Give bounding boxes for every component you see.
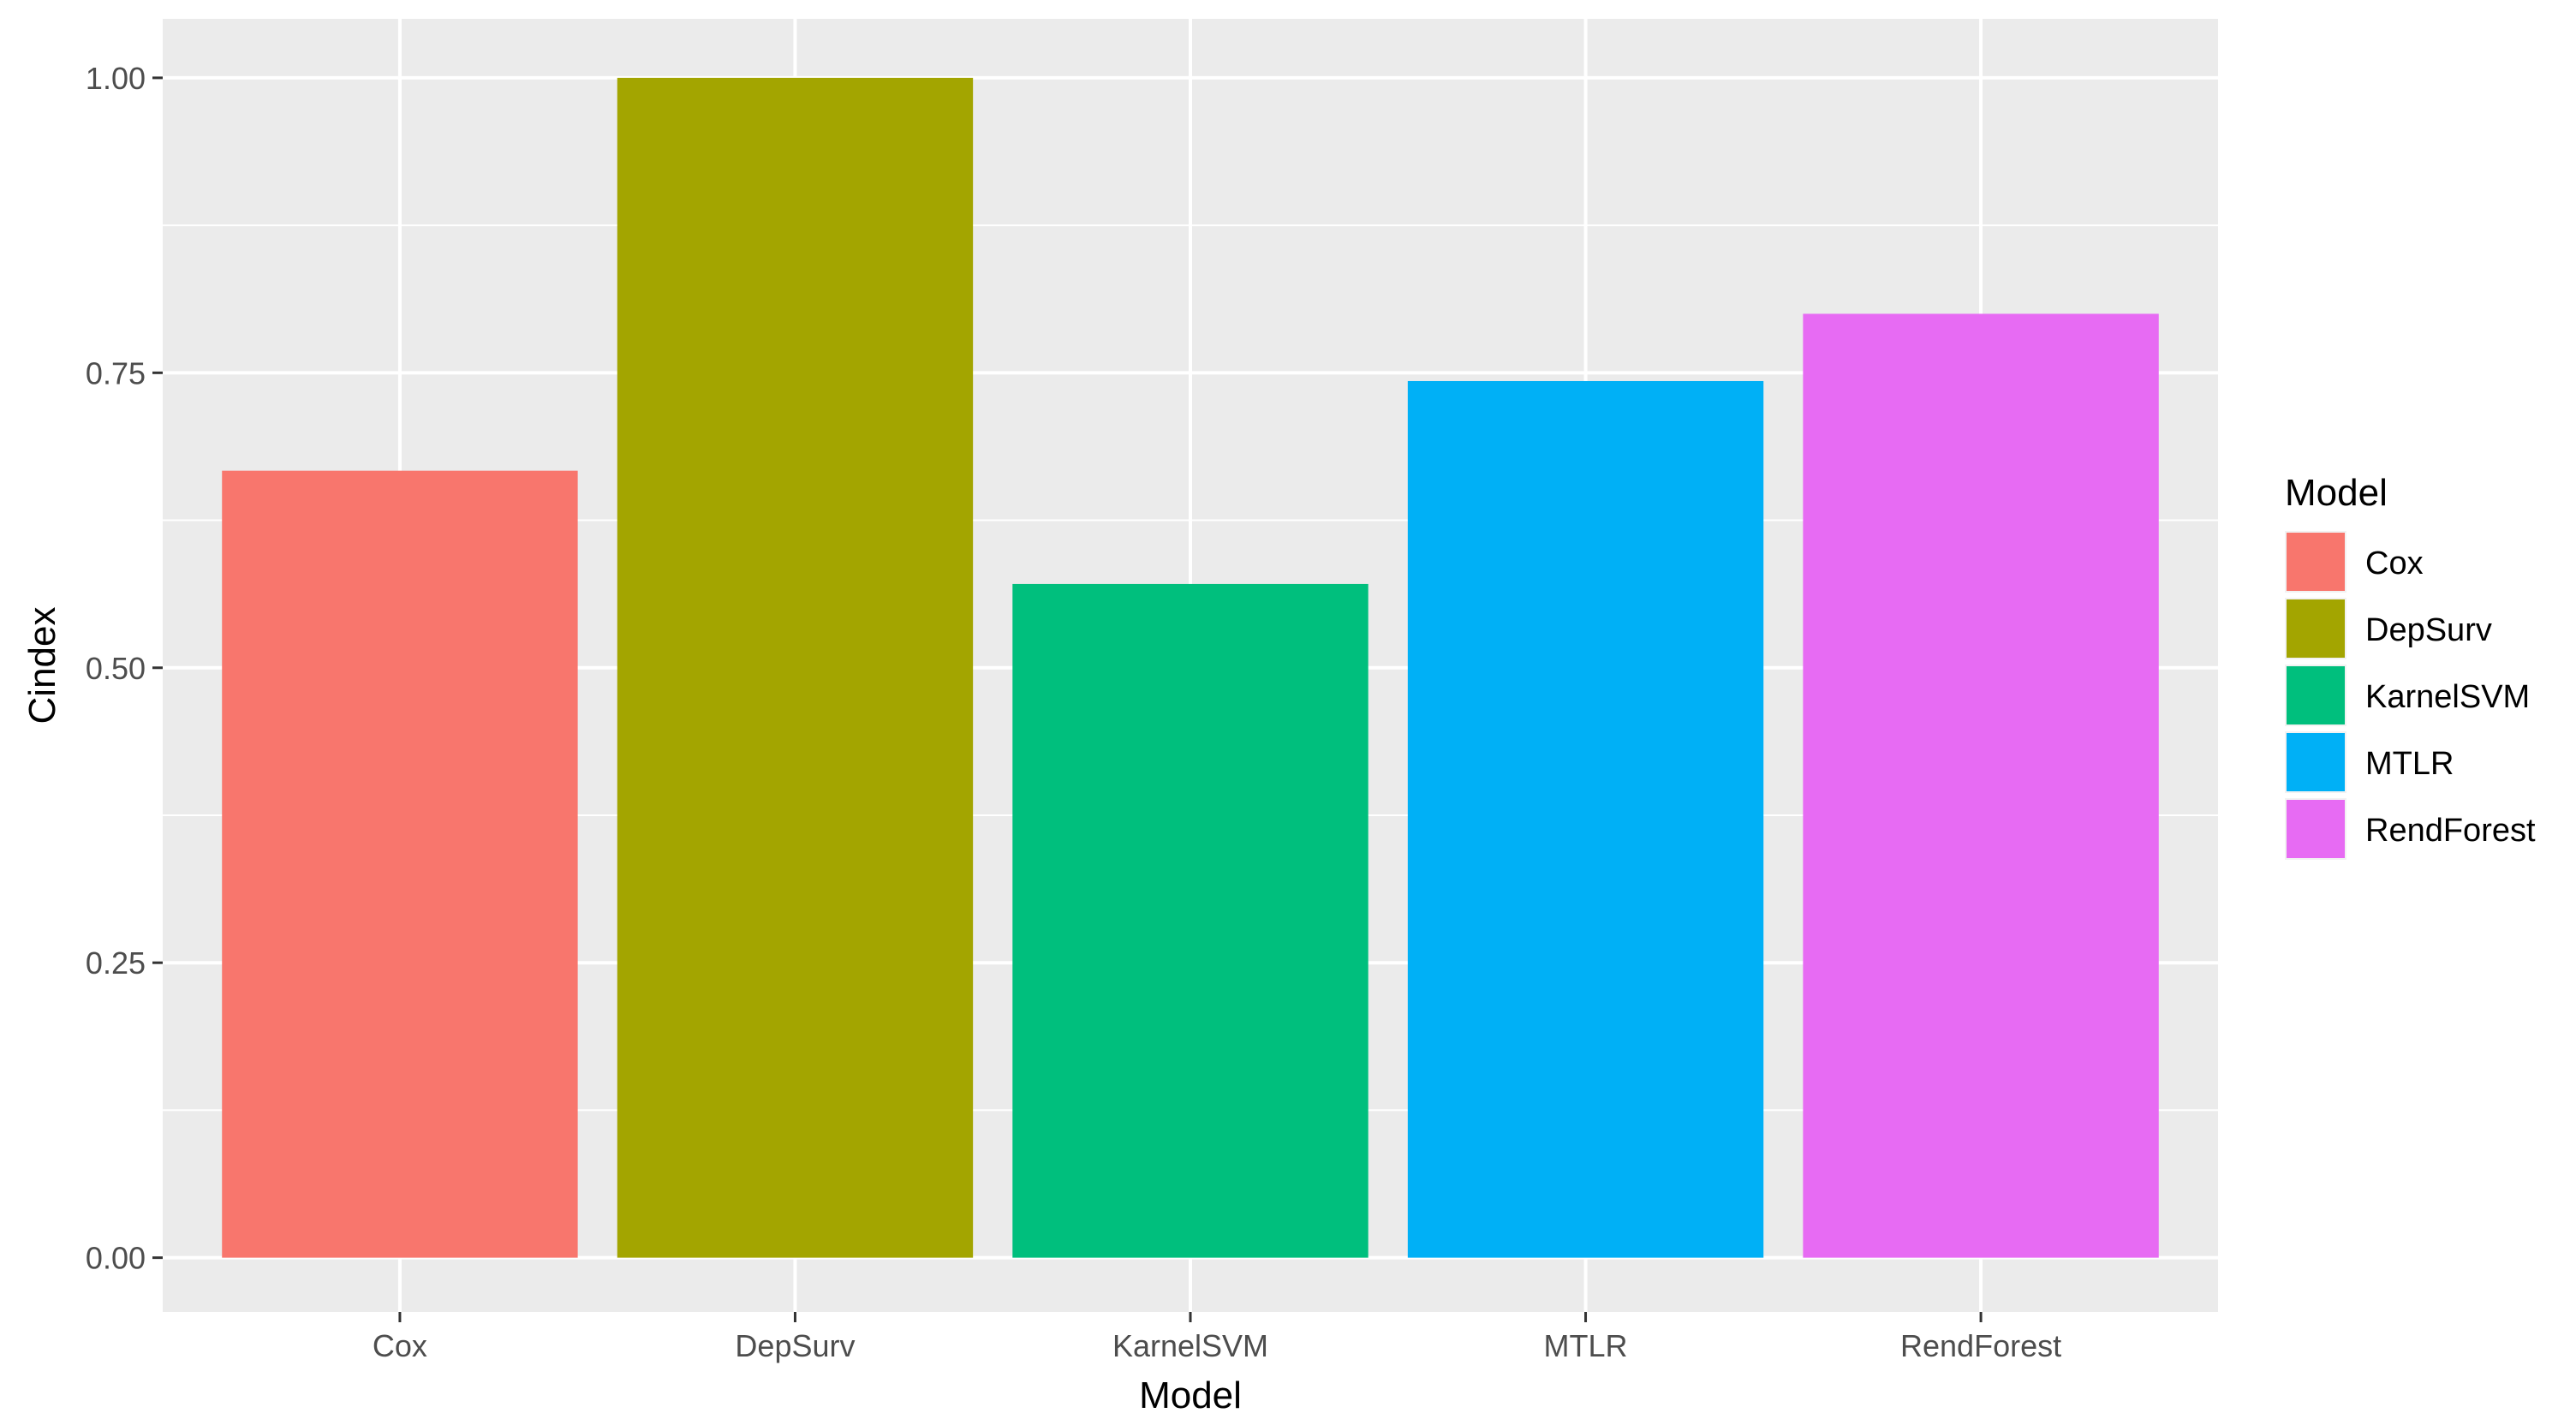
legend-label: Cox bbox=[2365, 546, 2424, 581]
bars bbox=[222, 77, 2159, 1258]
bar-depsurv bbox=[617, 77, 974, 1258]
x-axis: Cox DepSurv KarnelSVM MTLR RendForest bbox=[373, 1312, 2061, 1363]
legend-label: DepSurv bbox=[2365, 612, 2492, 648]
x-tick-label: DepSurv bbox=[735, 1328, 855, 1363]
y-tick-label: 0.75 bbox=[86, 355, 146, 391]
x-tick-label: MTLR bbox=[1544, 1328, 1628, 1363]
y-tick-label: 0.50 bbox=[86, 651, 146, 686]
bar-mtlr bbox=[1407, 380, 1764, 1258]
legend-swatch-depsurv bbox=[2287, 599, 2345, 658]
y-tick-label: 0.25 bbox=[86, 945, 146, 981]
y-axis-title: Cindex bbox=[21, 607, 63, 724]
x-axis-title: Model bbox=[1139, 1374, 1242, 1416]
bar-cox bbox=[222, 470, 578, 1258]
y-tick-label: 0.00 bbox=[86, 1241, 146, 1276]
legend-swatch-cox bbox=[2287, 533, 2345, 591]
legend-label: MTLR bbox=[2365, 746, 2454, 782]
x-tick-label: Cox bbox=[373, 1328, 427, 1363]
legend-swatch-karnelsvm bbox=[2287, 666, 2345, 724]
legend-swatch-rendforest bbox=[2287, 800, 2345, 858]
y-axis: 0.00 0.25 0.50 0.75 1.00 bbox=[86, 61, 163, 1276]
legend: Model Cox DepSurv KarnelSVM MTLR RendForest bbox=[2285, 472, 2536, 860]
legend-label: KarnelSVM bbox=[2365, 679, 2530, 715]
legend-items: Cox DepSurv KarnelSVM MTLR RendForest bbox=[2285, 531, 2536, 860]
bar-rendforest bbox=[1803, 313, 2159, 1258]
x-tick-label: RendForest bbox=[1900, 1328, 2061, 1363]
legend-label: RendForest bbox=[2365, 813, 2536, 849]
y-tick-label: 1.00 bbox=[86, 61, 146, 96]
x-tick-label: KarnelSVM bbox=[1112, 1328, 1268, 1363]
legend-swatch-mtlr bbox=[2287, 733, 2345, 791]
legend-title: Model bbox=[2285, 472, 2388, 514]
bar-karnelsvm bbox=[1012, 583, 1368, 1258]
